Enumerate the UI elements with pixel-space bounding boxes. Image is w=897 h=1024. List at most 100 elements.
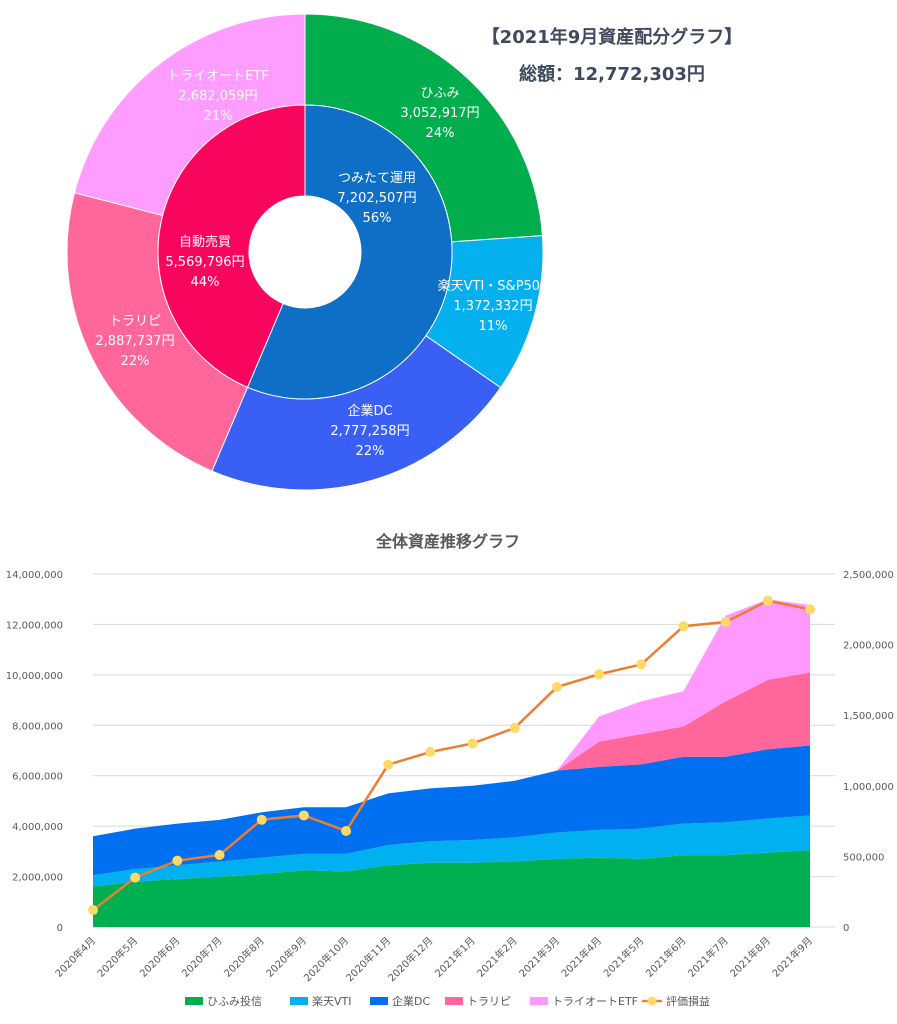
profit-loss-point xyxy=(256,814,267,825)
label-pct: 56% xyxy=(363,211,392,226)
legend-item: 企業DC xyxy=(370,994,430,1008)
x-tick-label: 2021年6月 xyxy=(643,934,689,980)
area-series-1 xyxy=(93,815,810,887)
legend-swatch xyxy=(530,997,548,1005)
label-pct: 11% xyxy=(479,319,508,334)
label-rakuten: 楽天VTI・S&P500 1,372,332円 11% xyxy=(438,278,549,334)
label-pct: 21% xyxy=(204,109,233,124)
profit-loss-point xyxy=(805,604,815,615)
y2-tick-label: 1,000,000 xyxy=(843,782,894,793)
legend-item: 楽天VTI xyxy=(290,995,352,1008)
label-value: 5,569,796円 xyxy=(165,255,244,270)
legend-marker xyxy=(647,996,657,1006)
y-tick-label: 10,000,000 xyxy=(6,671,63,682)
y-tick-label: 12,000,000 xyxy=(6,620,63,631)
y-tick-label: 4,000,000 xyxy=(12,822,63,833)
label-value: 3,052,917円 xyxy=(400,106,479,121)
donut-total: 総額：12,772,303円 xyxy=(519,63,705,85)
legend-swatch xyxy=(370,997,388,1005)
y2-tick-label: 500,000 xyxy=(843,852,884,863)
x-tick-label: 2020年8月 xyxy=(221,934,267,980)
profit-loss-point xyxy=(425,746,436,757)
legend-swatch xyxy=(290,997,308,1005)
label-name: 企業DC xyxy=(347,403,392,419)
asset-trend-chart: 全体資産推移グラフ 0 2,000,000 4,000,000 6,000,000 8,… xyxy=(6,532,894,1008)
profit-loss-point xyxy=(383,759,394,770)
profit-loss-point xyxy=(762,595,773,606)
y2-tick-label: 2,000,000 xyxy=(843,641,894,652)
label-torapi: トラリピ 2,887,737円 22% xyxy=(95,314,174,369)
profit-loss-line xyxy=(88,595,815,916)
profit-loss-point xyxy=(467,738,478,749)
x-tick-label: 2020年12月 xyxy=(385,934,435,984)
x-tick-label: 2021年3月 xyxy=(516,934,562,980)
label-jido-baibai: 自動売買 5,569,796円 44% xyxy=(165,234,244,290)
legend: ひふみ投信 楽天VTI 企業DC トラリピ トライオートETF 評価損益 xyxy=(185,994,710,1008)
legend-item: トラリピ xyxy=(445,995,511,1008)
label-name: トラリピ xyxy=(109,314,161,329)
legend-label: 企業DC xyxy=(392,994,430,1008)
legend-item: 評価損益 xyxy=(642,994,710,1008)
x-tick-label: 2020年5月 xyxy=(94,934,140,980)
profit-loss-polyline xyxy=(92,599,811,912)
y-tick-label: 8,000,000 xyxy=(12,721,63,732)
profit-loss-point xyxy=(214,849,225,860)
label-pct: 22% xyxy=(121,354,150,369)
x-tick-label: 2021年7月 xyxy=(685,934,731,980)
x-tick-label: 2021年9月 xyxy=(769,934,815,980)
legend-item: ひふみ投信 xyxy=(185,994,262,1008)
legend-label: ひふみ投信 xyxy=(207,994,262,1008)
y2-tick-label: 2,500,000 xyxy=(843,570,894,581)
legend-label: 評価損益 xyxy=(666,994,710,1008)
label-kigyo-dc: 企業DC 2,777,258円 22% xyxy=(330,403,409,459)
x-tick-label: 2020年6月 xyxy=(137,934,183,980)
x-tick-label: 2020年7月 xyxy=(179,934,225,980)
legend-swatch xyxy=(185,997,203,1005)
profit-loss-point xyxy=(298,810,309,821)
trend-title: 全体資産推移グラフ xyxy=(375,532,520,551)
legend-label: トラリピ xyxy=(467,995,511,1008)
label-name: トライオートETF xyxy=(167,69,269,84)
x-tick-label: 2021年1月 xyxy=(432,934,478,980)
label-triauto: トライオートETF 2,682,059円 21% xyxy=(167,69,269,124)
legend-item: トライオートETF xyxy=(530,995,638,1008)
label-name: 自動売買 xyxy=(179,234,231,250)
inner-ring xyxy=(157,104,453,400)
profit-loss-point xyxy=(678,621,689,632)
x-tick-label: 2021年5月 xyxy=(601,934,647,980)
area-series-0 xyxy=(93,850,810,927)
stacked-areas xyxy=(93,599,810,927)
profit-loss-point xyxy=(172,855,183,866)
asset-allocation-donut: ひふみ 3,052,917円 24% 楽天VTI・S&P500 1,372,33… xyxy=(66,13,742,491)
label-value: 2,887,737円 xyxy=(95,334,174,349)
area-series-2 xyxy=(93,745,810,876)
profit-loss-point xyxy=(551,681,562,692)
label-name: つみたて運用 xyxy=(338,171,416,186)
profit-loss-point xyxy=(720,617,731,628)
label-pct: 22% xyxy=(356,444,385,459)
label-value: 2,682,059円 xyxy=(178,89,257,104)
y2-tick-label: 1,500,000 xyxy=(843,711,894,722)
donut-hole xyxy=(249,196,361,308)
label-tsumitate: つみたて運用 7,202,507円 56% xyxy=(337,171,416,226)
y-tick-label: 0 xyxy=(57,923,63,934)
label-name: 楽天VTI・S&P500 xyxy=(438,278,549,294)
profit-loss-point xyxy=(594,669,605,680)
label-hifumi: ひふみ 3,052,917円 24% xyxy=(400,86,479,141)
label-value: 1,372,332円 xyxy=(453,299,532,314)
y-tick-label: 2,000,000 xyxy=(12,873,63,884)
y2-axis-ticks: 0 500,000 1,000,000 1,500,000 2,000,000 2,500… xyxy=(843,570,894,934)
profit-loss-point xyxy=(636,659,647,670)
x-tick-label: 2020年4月 xyxy=(52,934,98,980)
x-tick-label: 2021年4月 xyxy=(558,934,604,980)
x-tick-label: 2021年8月 xyxy=(727,934,773,980)
y-tick-label: 6,000,000 xyxy=(12,772,63,783)
x-tick-label: 2021年2月 xyxy=(474,934,520,980)
profit-loss-point xyxy=(130,872,141,883)
legend-label: トライオートETF xyxy=(552,995,638,1008)
label-pct: 44% xyxy=(191,275,220,290)
label-name: ひふみ xyxy=(420,86,459,101)
area-series-3 xyxy=(93,672,810,837)
profit-loss-point xyxy=(88,905,98,916)
